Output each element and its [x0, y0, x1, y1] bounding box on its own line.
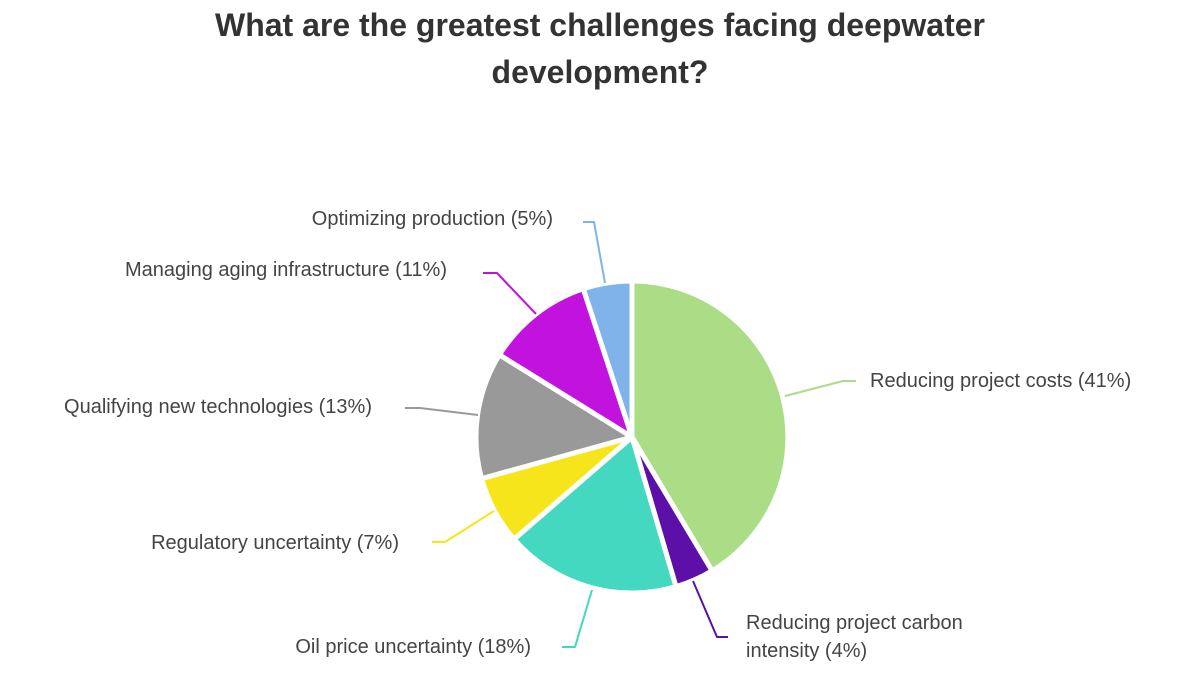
pie-label-reducing-project-costs: Reducing project costs (41%) [870, 370, 1132, 392]
leader-line-reducing-project-costs [784, 380, 856, 397]
leader-line-regulatory-uncertainty [432, 510, 495, 543]
pie-slice-managing-aging-infrastructure[interactable] [496, 286, 635, 440]
leader-line-reducing-project-carbon-intensity [692, 580, 728, 638]
pie-label-optimizing-production: Optimizing production (5%) [311, 208, 553, 230]
pie-label-qualifying-new-technologies: Qualifying new technologies (13%) [64, 396, 372, 418]
chart-title: What are the greatest challenges facing … [214, 7, 985, 90]
leader-line-managing-aging-infrastructure [483, 272, 537, 315]
pie-slice-optimizing-production[interactable] [580, 278, 635, 440]
leader-line-oil-price-uncertainty [562, 589, 593, 648]
pie-slice-oil-price-uncertainty[interactable] [511, 434, 679, 596]
pie-label-oil-price-uncertainty: Oil price uncertainty (18%) [295, 636, 531, 658]
pie-label-regulatory-uncertainty: Regulatory uncertainty (7%) [151, 532, 399, 554]
pie-label-reducing-project-carbon-intensity: Reducing project carbon intensity (4%) [746, 612, 963, 662]
leader-line-optimizing-production [583, 221, 606, 284]
pie-label-managing-aging-infrastructure: Managing aging infrastructure (11%) [124, 259, 447, 281]
leader-line-qualifying-new-technologies [405, 407, 479, 416]
